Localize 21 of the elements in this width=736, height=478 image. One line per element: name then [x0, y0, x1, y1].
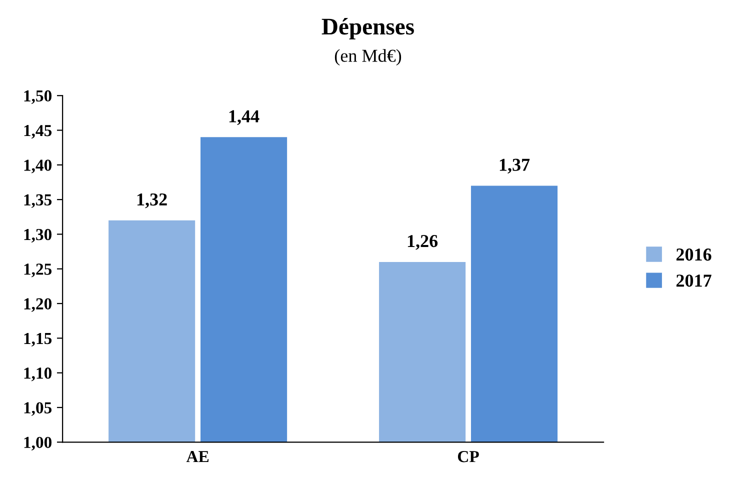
legend-label: 2016	[676, 248, 712, 261]
y-tick-label: 1,40	[24, 160, 52, 174]
y-tick-label: 1,35	[24, 194, 52, 208]
data-label: 1,26	[408, 235, 438, 250]
y-tick-label: 1,05	[24, 402, 52, 416]
chart-title: Dépenses	[322, 18, 414, 40]
x-tick-label: AE	[186, 451, 209, 462]
chart-subtitle: (en Md€)	[334, 49, 402, 66]
y-tick-label: 1,10	[24, 368, 52, 382]
x-tick-label: CP	[458, 451, 479, 462]
y-tick-label: 1,45	[24, 125, 52, 139]
y-tick-label: 1,00	[24, 436, 52, 451]
data-label: 1,44	[229, 110, 260, 126]
y-tick-label: 1,30	[24, 228, 52, 243]
y-tick-label: 1,50	[24, 90, 52, 104]
y-tick-label: 1,20	[24, 298, 52, 312]
data-label: 1,37	[500, 158, 530, 174]
data-label: 1,32	[137, 193, 167, 208]
legend-label: 2017	[676, 274, 712, 287]
y-tick-label: 1,15	[24, 332, 52, 347]
y-tick-label: 1,25	[24, 264, 52, 278]
